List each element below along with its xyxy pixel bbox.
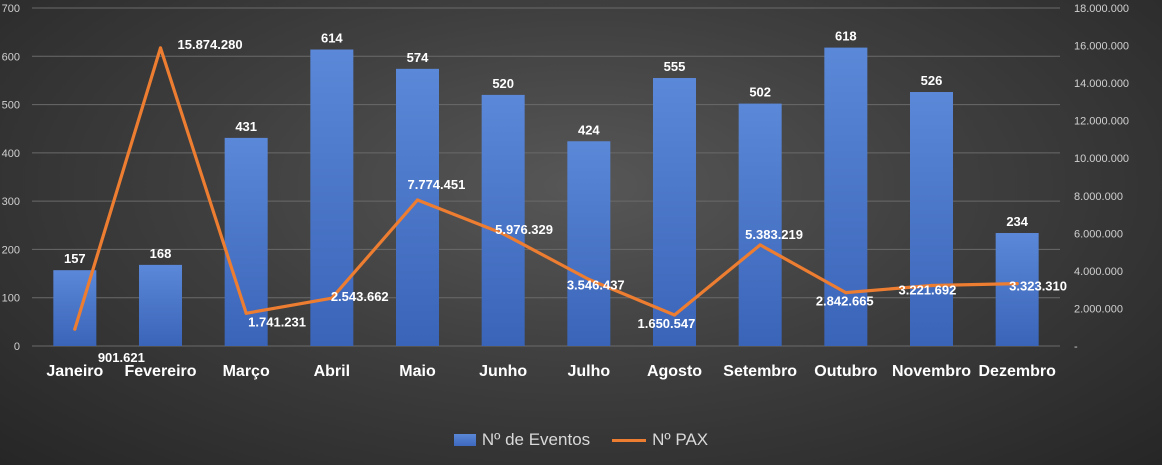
x-tick-label: Fevereiro: [124, 363, 196, 380]
x-tick-label: Junho: [479, 363, 527, 380]
bar-data-label: 574: [407, 50, 429, 65]
left-tick-label: 600: [2, 51, 20, 63]
right-tick-label: 12.000.000: [1074, 116, 1129, 128]
legend-item-events[interactable]: Nº de Eventos: [453, 430, 591, 450]
bar[interactable]: [738, 103, 782, 346]
line-data-label: 5.383.219: [745, 227, 803, 242]
left-tick-label: 300: [2, 196, 20, 208]
bar[interactable]: [567, 141, 611, 346]
line-data-labels: 901.621 15.874.280 1.741.231 2.543.662 7.774…: [98, 37, 1067, 365]
x-tick-label: Dezembro: [978, 363, 1056, 380]
line-point[interactable]: [587, 277, 591, 282]
line-data-label: 2.543.662: [331, 289, 389, 304]
line-point[interactable]: [158, 46, 163, 50]
line-data-label: 2.842.665: [816, 294, 874, 309]
x-tick-label: Outubro: [814, 363, 877, 380]
x-tick-label: Abril: [314, 363, 350, 380]
right-tick-label: 14.000.000: [1074, 78, 1129, 90]
line-point[interactable]: [1015, 281, 1019, 286]
bar-series: [53, 47, 1039, 347]
bar-data-label: 424: [578, 122, 600, 137]
x-tick-label: Maio: [399, 363, 436, 380]
bar[interactable]: [910, 92, 953, 346]
x-tick-label: Agosto: [647, 363, 702, 380]
bar-data-label: 431: [235, 119, 257, 134]
right-tick-label: 2.000.000: [1074, 303, 1123, 315]
right-tick-label: 18.000.000: [1074, 3, 1129, 15]
line-data-label: 5.976.329: [495, 222, 553, 237]
bar-data-label: 618: [835, 29, 857, 44]
bar-data-label: 614: [321, 31, 343, 46]
left-tick-label: 0: [14, 341, 20, 353]
line-point[interactable]: [844, 291, 848, 295]
line-data-label: 7.774.451: [408, 177, 466, 192]
line-point[interactable]: [73, 327, 77, 331]
bar-data-label: 168: [150, 246, 172, 261]
left-tick-label: 100: [2, 293, 20, 305]
right-tick-label: 4.000.000: [1074, 266, 1123, 278]
bar[interactable]: [481, 94, 525, 347]
bar-data-labels: 157 168 431 614 574 520 424 555 502 618 526 234: [64, 29, 1029, 267]
left-y-axis: 0 100 200 300 400 500 600 700: [2, 3, 20, 353]
right-tick-label: 6.000.000: [1074, 228, 1123, 240]
line-point[interactable]: [415, 198, 420, 202]
x-tick-label: Janeiro: [46, 363, 103, 380]
line-point[interactable]: [330, 296, 334, 300]
legend-label-pax: Nº PAX: [652, 430, 709, 449]
line-point[interactable]: [244, 311, 248, 315]
line-data-label: 901.621: [98, 350, 145, 365]
left-tick-label: 200: [2, 244, 20, 256]
line-data-label: 3.221.692: [899, 283, 957, 298]
x-axis: Janeiro Fevereiro Março Abril Maio Junho Julho…: [46, 363, 1056, 380]
line-data-label: 3.323.310: [1009, 279, 1067, 294]
x-tick-label: Novembro: [892, 363, 971, 380]
right-y-axis: - 2.000.000 4.000.000 6.000.000 8.000.000 10.…: [1074, 3, 1129, 353]
line-point[interactable]: [672, 313, 677, 317]
right-tick-label: 10.000.000: [1074, 153, 1129, 165]
bar-data-label: 502: [749, 85, 771, 100]
line-data-label: 1.741.231: [248, 314, 306, 329]
bar-data-label: 526: [921, 73, 943, 88]
bar-data-label: 157: [64, 251, 86, 266]
bar[interactable]: [139, 264, 182, 346]
line-data-label: 3.546.437: [567, 277, 625, 292]
legend: Nº de Eventos Nº PAX: [0, 430, 1162, 450]
line-point[interactable]: [758, 243, 762, 247]
left-tick-label: 500: [2, 100, 20, 112]
line-point[interactable]: [501, 232, 505, 236]
bar-data-label: 520: [492, 76, 514, 91]
bar[interactable]: [824, 47, 868, 346]
legend-line-swatch: [612, 438, 647, 442]
line-path[interactable]: [73, 46, 1019, 331]
right-tick-label: 16.000.000: [1074, 41, 1129, 53]
bar-data-label: 234: [1006, 214, 1028, 229]
x-tick-label: Julho: [567, 363, 610, 380]
right-tick-label: 8.000.000: [1074, 191, 1123, 203]
line-point[interactable]: [929, 283, 934, 288]
right-tick-label: -: [1074, 341, 1078, 353]
gridlines: [32, 7, 1060, 347]
line-data-label: 15.874.280: [178, 37, 243, 52]
line-series: [73, 46, 1019, 331]
bar[interactable]: [995, 233, 1039, 346]
x-tick-label: Março: [223, 363, 270, 380]
line-data-label: 1.650.547: [638, 316, 696, 331]
legend-bar-swatch: [453, 434, 476, 446]
left-tick-label: 400: [2, 148, 20, 160]
legend-item-pax[interactable]: Nº PAX: [612, 430, 708, 450]
left-tick-label: 700: [2, 3, 20, 15]
bar-data-label: 555: [664, 59, 686, 74]
bar[interactable]: [653, 78, 696, 346]
bar[interactable]: [396, 68, 439, 346]
x-tick-label: Setembro: [723, 363, 797, 380]
legend-label-events: Nº de Eventos: [481, 430, 591, 449]
